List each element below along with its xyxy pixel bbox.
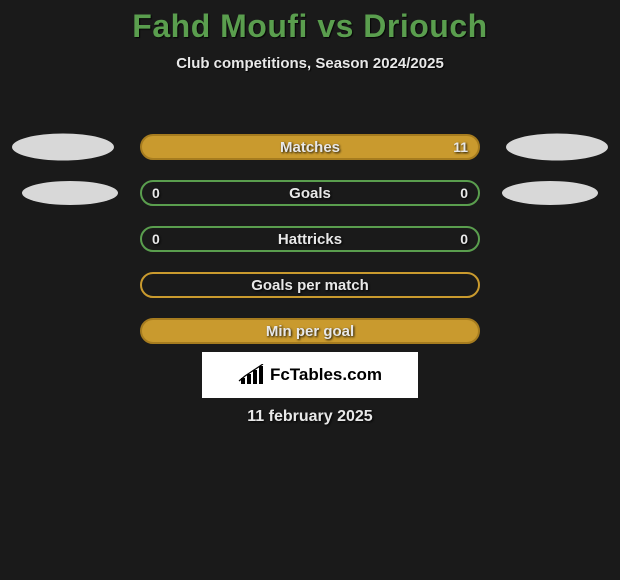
stat-label: Goals: [142, 185, 478, 202]
stat-value-left: 0: [152, 185, 160, 201]
logo-box[interactable]: FcTables.com: [202, 352, 418, 398]
stat-label: Hattricks: [142, 231, 478, 248]
player-left-ellipse: [22, 181, 118, 205]
bars-icon: [238, 364, 266, 386]
stat-bar: Min per goal: [140, 318, 480, 344]
stat-value-right: 11: [453, 139, 468, 155]
page-title: Fahd Moufi vs Driouch: [0, 8, 620, 45]
date-text: 11 february 2025: [0, 408, 620, 426]
stat-label: Min per goal: [142, 323, 478, 340]
stat-value-right: 0: [460, 185, 468, 201]
stat-label: Goals per match: [142, 277, 478, 294]
subtitle: Club competitions, Season 2024/2025: [0, 55, 620, 72]
stat-bar: 0Hattricks0: [140, 226, 480, 252]
stat-label: Matches: [142, 139, 478, 156]
logo-text: FcTables.com: [270, 365, 382, 385]
stat-bar: 0Goals0: [140, 180, 480, 206]
stat-row: Matches11: [0, 124, 620, 170]
stat-bar: Matches11: [140, 134, 480, 160]
stat-row: Goals per match: [0, 262, 620, 308]
player-right-ellipse: [506, 134, 608, 161]
stat-value-left: 0: [152, 231, 160, 247]
comparison-widget: Fahd Moufi vs Driouch Club competitions,…: [0, 0, 620, 580]
player-right-ellipse: [502, 181, 598, 205]
stat-row: 0Goals0: [0, 170, 620, 216]
stat-value-right: 0: [460, 231, 468, 247]
player-left-ellipse: [12, 134, 114, 161]
stat-row: Min per goal: [0, 308, 620, 354]
stat-bar: Goals per match: [140, 272, 480, 298]
stat-row: 0Hattricks0: [0, 216, 620, 262]
logo: FcTables.com: [238, 364, 382, 386]
stat-rows: Matches110Goals00Hattricks0Goals per mat…: [0, 124, 620, 354]
